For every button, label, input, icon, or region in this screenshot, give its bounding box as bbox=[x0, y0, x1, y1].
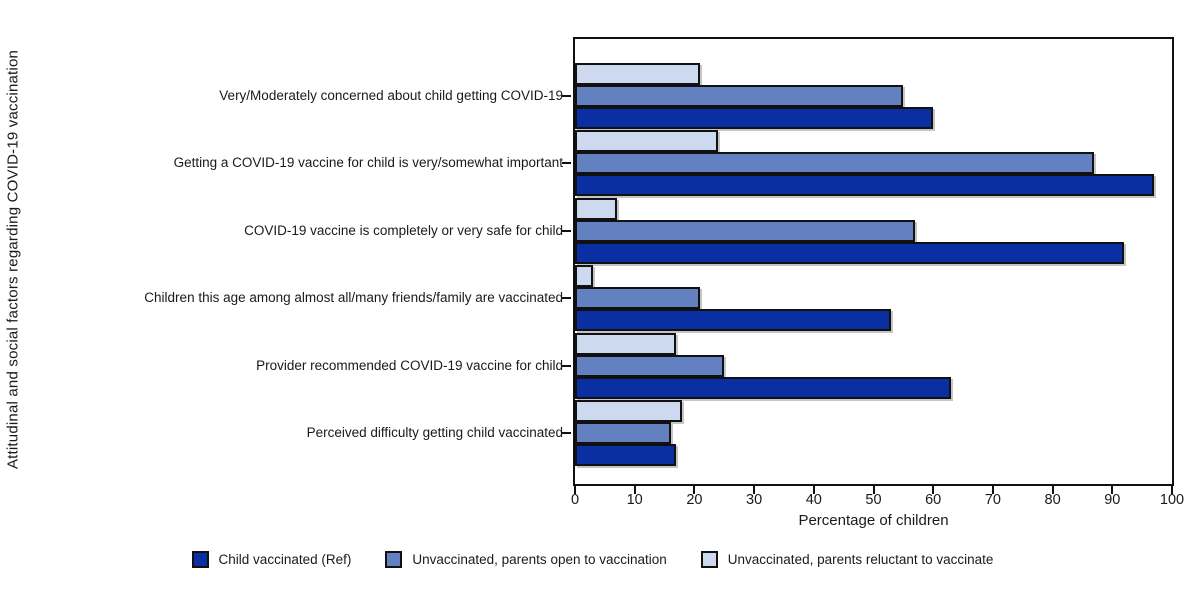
x-axis-tick bbox=[633, 486, 636, 494]
bar bbox=[575, 174, 1155, 197]
bar bbox=[575, 63, 701, 85]
bar bbox=[575, 354, 725, 377]
legend-swatch bbox=[191, 551, 209, 568]
x-tick-label: 50 bbox=[865, 492, 882, 508]
x-axis-tick bbox=[1171, 486, 1173, 494]
x-tick-label: 100 bbox=[1159, 492, 1185, 508]
x-axis-tick bbox=[932, 486, 935, 494]
x-tick-label: 40 bbox=[805, 492, 822, 508]
x-axis-tick bbox=[1051, 486, 1054, 494]
x-tick-label: 20 bbox=[686, 492, 703, 508]
x-axis-tick bbox=[872, 486, 875, 494]
bar bbox=[575, 197, 617, 220]
bar bbox=[575, 287, 701, 310]
x-tick-label: 80 bbox=[1044, 492, 1061, 508]
y-axis-tick bbox=[562, 162, 571, 165]
y-axis-tick bbox=[562, 95, 571, 97]
bar bbox=[575, 332, 677, 355]
bar bbox=[575, 152, 1095, 175]
category-label: COVID-19 vaccine is completely or very s… bbox=[244, 222, 563, 238]
x-tick-label: 30 bbox=[746, 492, 763, 508]
y-axis-tick bbox=[562, 297, 571, 300]
plot-area bbox=[573, 37, 1174, 486]
x-axis-tick bbox=[1111, 486, 1114, 494]
legend-label: Unvaccinated, parents open to vaccinatio… bbox=[412, 552, 667, 567]
bar bbox=[575, 265, 593, 288]
category-label: Very/Moderately concerned about child ge… bbox=[219, 88, 563, 103]
y-axis-tick bbox=[562, 432, 571, 434]
legend: Child vaccinated (Ref) Unvaccinated, pare… bbox=[0, 551, 1185, 568]
bar bbox=[575, 85, 904, 107]
x-axis-tick bbox=[574, 486, 576, 494]
bar bbox=[575, 241, 1125, 264]
bar bbox=[575, 376, 952, 399]
category-label: Provider recommended COVID-19 vaccine fo… bbox=[256, 357, 563, 373]
legend-label: Unvaccinated, parents reluctant to vacci… bbox=[727, 552, 994, 567]
bar-group bbox=[575, 130, 1155, 197]
x-axis-tick bbox=[812, 486, 815, 494]
bar bbox=[575, 422, 671, 444]
x-tick-label: 90 bbox=[1104, 492, 1121, 508]
x-tick-label: 10 bbox=[626, 492, 643, 508]
legend-item: Unvaccinated, parents open to vaccinatio… bbox=[385, 551, 667, 568]
x-axis-tick bbox=[991, 486, 994, 494]
legend-item: Child vaccinated (Ref) bbox=[191, 551, 352, 568]
bar bbox=[575, 444, 677, 466]
legend-swatch bbox=[700, 551, 718, 568]
legend-label: Child vaccinated (Ref) bbox=[218, 552, 352, 567]
bar bbox=[575, 107, 934, 129]
x-tick-label: 60 bbox=[925, 492, 942, 508]
bar-group bbox=[575, 63, 934, 129]
bar-group bbox=[575, 197, 1125, 264]
bar bbox=[575, 219, 916, 242]
category-label: Getting a COVID-19 vaccine for child is … bbox=[173, 155, 563, 171]
bar bbox=[575, 309, 892, 332]
x-axis-tick bbox=[693, 486, 696, 494]
y-axis-tick bbox=[562, 364, 571, 367]
x-axis-title: Percentage of children bbox=[798, 512, 949, 529]
category-label: Children this age among almost all/many … bbox=[144, 290, 563, 306]
bar-group bbox=[575, 400, 683, 466]
bar bbox=[575, 130, 719, 153]
y-axis-tick bbox=[562, 229, 571, 232]
x-tick-label: 70 bbox=[984, 492, 1001, 508]
x-axis-tick bbox=[753, 486, 756, 494]
bar bbox=[575, 400, 683, 422]
x-tick-label: 0 bbox=[570, 492, 580, 508]
legend-swatch bbox=[385, 551, 403, 568]
legend-item: Unvaccinated, parents reluctant to vacci… bbox=[700, 551, 994, 568]
bar-group bbox=[575, 332, 952, 399]
bar-group bbox=[575, 265, 892, 332]
category-label: Perceived difficulty getting child vacci… bbox=[306, 425, 563, 440]
